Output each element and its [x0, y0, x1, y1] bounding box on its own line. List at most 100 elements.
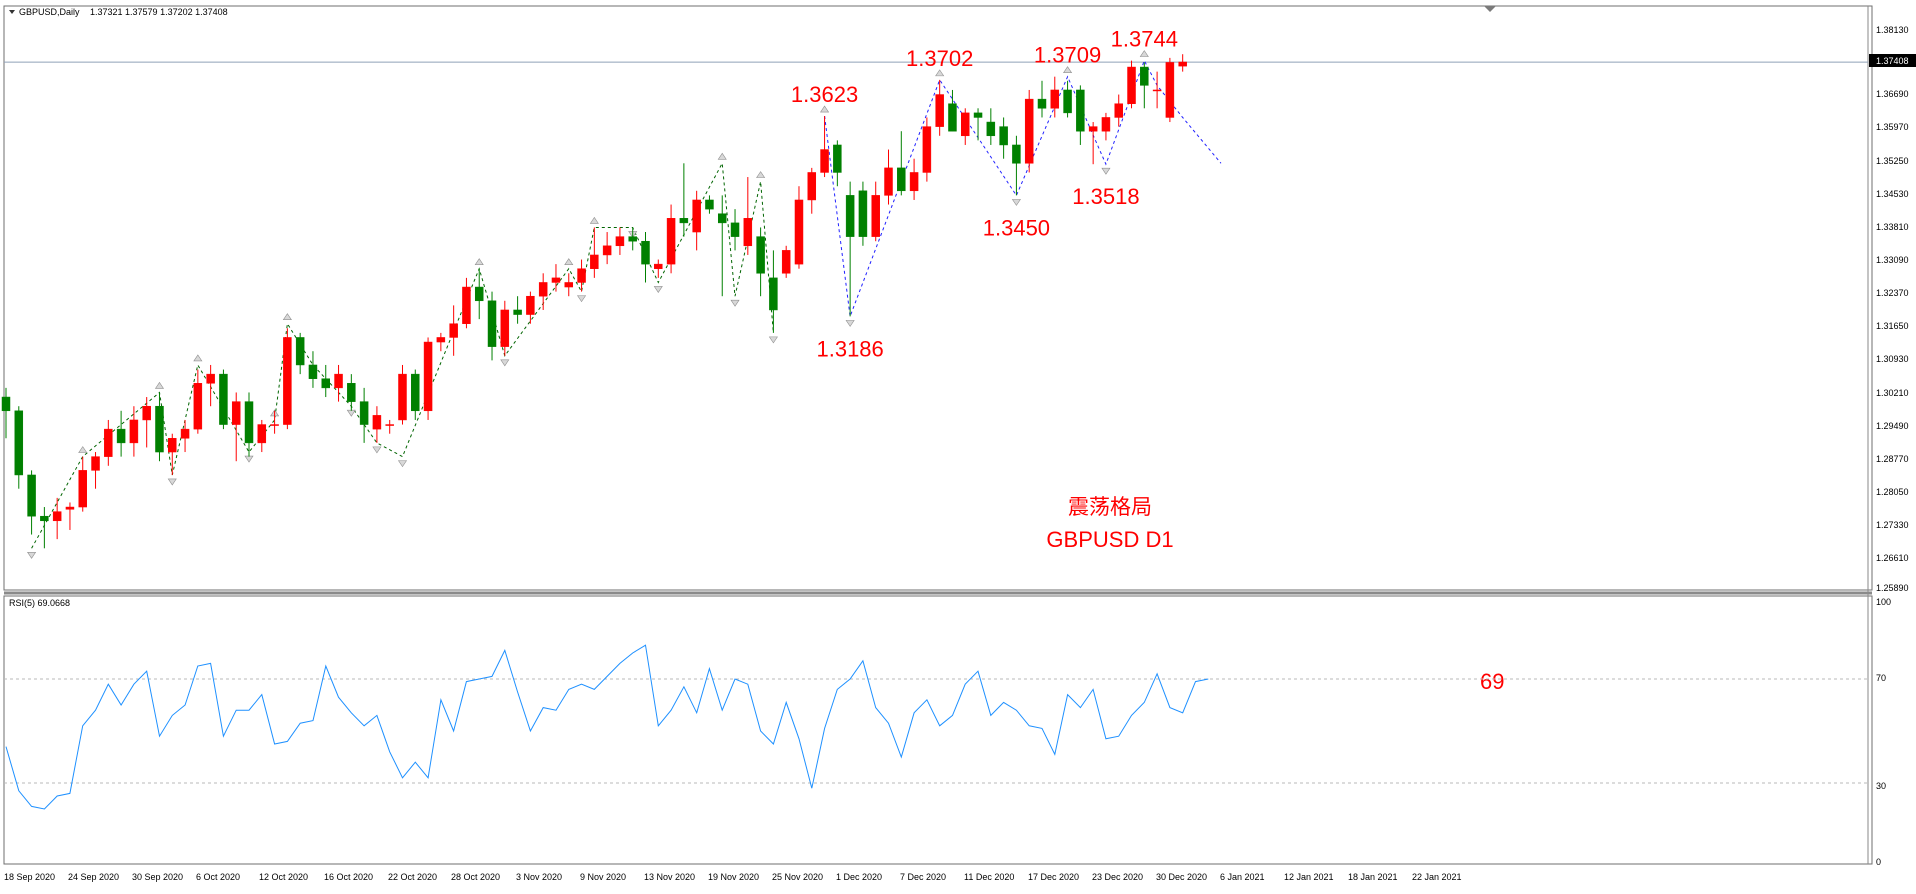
candle-body — [526, 295, 535, 315]
fractal-up-icon — [1139, 50, 1149, 57]
candle-body — [577, 268, 586, 283]
candle-body — [538, 282, 548, 297]
candle-body — [65, 506, 75, 510]
candle-body — [999, 126, 1008, 146]
fractal-up-icon — [935, 69, 945, 77]
candle-body — [423, 341, 433, 412]
fractal-up-icon — [756, 171, 766, 178]
fractal-down-icon — [500, 359, 510, 367]
rsi-value-annotation: 69 — [1480, 669, 1504, 694]
rsi-axis: 100 70 30 0 — [1876, 597, 1891, 867]
candle-body — [14, 410, 24, 476]
fractal-down-icon — [576, 295, 587, 303]
candle-body — [1050, 89, 1060, 109]
date-label: 16 Oct 2020 — [324, 872, 373, 882]
current-price-label: 1.37408 — [1876, 56, 1909, 66]
candle-body — [1012, 144, 1021, 164]
price-axis: 1.38130 1.36690 1.35970 1.35250 1.34530 … — [1876, 25, 1909, 593]
candle-body — [871, 195, 880, 237]
candle-body — [295, 337, 305, 366]
candle-body — [1127, 66, 1136, 104]
candle-body — [283, 337, 292, 425]
candle-body — [104, 428, 113, 457]
date-label: 6 Jan 2021 — [1220, 872, 1265, 882]
candle-body — [820, 149, 829, 173]
fractal-up-icon — [474, 258, 484, 266]
price-annotation-label: 1.3450 — [983, 215, 1050, 240]
dropdown-arrow-icon[interactable] — [9, 10, 15, 14]
rsi-tick-label: 30 — [1876, 781, 1886, 791]
candle-body — [986, 121, 996, 137]
candle-body — [909, 172, 919, 192]
candle-body — [743, 218, 753, 247]
date-label: 7 Dec 2020 — [900, 872, 946, 882]
price-annotations-layer: 1.3744 1.3623 1.3702 1.3709 1.3186 1.3450 1.35… — [791, 27, 1178, 362]
fractal-up-icon — [154, 381, 165, 389]
candle-body — [551, 277, 561, 283]
main-panel-frame — [3, 5, 1873, 591]
candle-body — [1076, 89, 1085, 132]
fractal-down-icon — [730, 299, 740, 307]
date-label: 24 Sep 2020 — [68, 872, 119, 882]
candle-body — [1101, 117, 1111, 132]
price-tick-label: 1.25890 — [1876, 583, 1909, 593]
candle-body — [359, 401, 369, 425]
candle-body — [142, 405, 151, 421]
candle-body — [897, 167, 906, 192]
date-label: 11 Dec 2020 — [964, 872, 1014, 882]
rsi-panel-frame — [3, 595, 1873, 865]
candle-body — [615, 236, 625, 247]
date-label: 30 Dec 2020 — [1156, 872, 1207, 882]
candle-body — [334, 373, 343, 389]
date-axis: 18 Sep 2020 24 Sep 2020 30 Sep 2020 6 Oc… — [4, 872, 1462, 882]
fractal-up-icon — [282, 313, 292, 321]
date-label: 17 Dec 2020 — [1028, 872, 1079, 882]
candle-body — [807, 172, 817, 201]
candle-body — [1178, 61, 1187, 67]
candle-body — [449, 323, 458, 338]
fractal-down-icon — [1011, 199, 1021, 206]
price-tick-label: 1.33090 — [1876, 255, 1909, 265]
fractal-down-icon — [845, 320, 855, 327]
price-annotation-label: 1.3518 — [1072, 184, 1139, 209]
candle-body — [628, 236, 637, 242]
date-label: 25 Nov 2020 — [772, 872, 823, 882]
date-label: 22 Jan 2021 — [1412, 872, 1462, 882]
fractal-up-icon — [564, 258, 574, 266]
price-tick-label: 1.28050 — [1876, 487, 1909, 497]
candle-body — [411, 373, 420, 412]
price-tick-label: 1.31650 — [1876, 321, 1909, 331]
date-label: 18 Jan 2021 — [1348, 872, 1398, 882]
candle-body — [487, 300, 497, 347]
fractal-up-icon — [193, 354, 203, 362]
candle-body — [1114, 103, 1123, 118]
candle-body — [1140, 66, 1149, 86]
candle-body — [155, 405, 164, 453]
date-label: 22 Oct 2020 — [388, 872, 437, 882]
candle-body — [462, 286, 471, 324]
date-label: 18 Sep 2020 — [4, 872, 55, 882]
price-tick-label: 1.33810 — [1876, 222, 1909, 232]
candle-body — [500, 309, 510, 347]
candle-body — [116, 428, 126, 444]
fractal-down-icon — [397, 460, 408, 468]
candle-body — [474, 286, 484, 302]
candle-body — [692, 199, 701, 233]
candle-body — [858, 190, 868, 237]
candle-body — [513, 309, 522, 315]
fractal-up-icon — [1063, 66, 1073, 73]
rsi-tick-label: 0 — [1876, 857, 1881, 867]
price-annotation-label: 1.3744 — [1111, 27, 1178, 52]
date-label: 30 Sep 2020 — [132, 872, 183, 882]
zigzag-layer — [27, 50, 1222, 559]
candle-body — [602, 245, 612, 256]
symbol-timeframe-label: GBPUSD,Daily — [19, 7, 80, 17]
candle-body — [385, 424, 394, 426]
shift-marker-icon[interactable] — [1484, 6, 1496, 12]
rsi-tick-label: 70 — [1876, 673, 1886, 683]
candle-body — [91, 456, 100, 471]
fractal-down-icon — [653, 286, 663, 293]
candle-body — [781, 250, 791, 274]
